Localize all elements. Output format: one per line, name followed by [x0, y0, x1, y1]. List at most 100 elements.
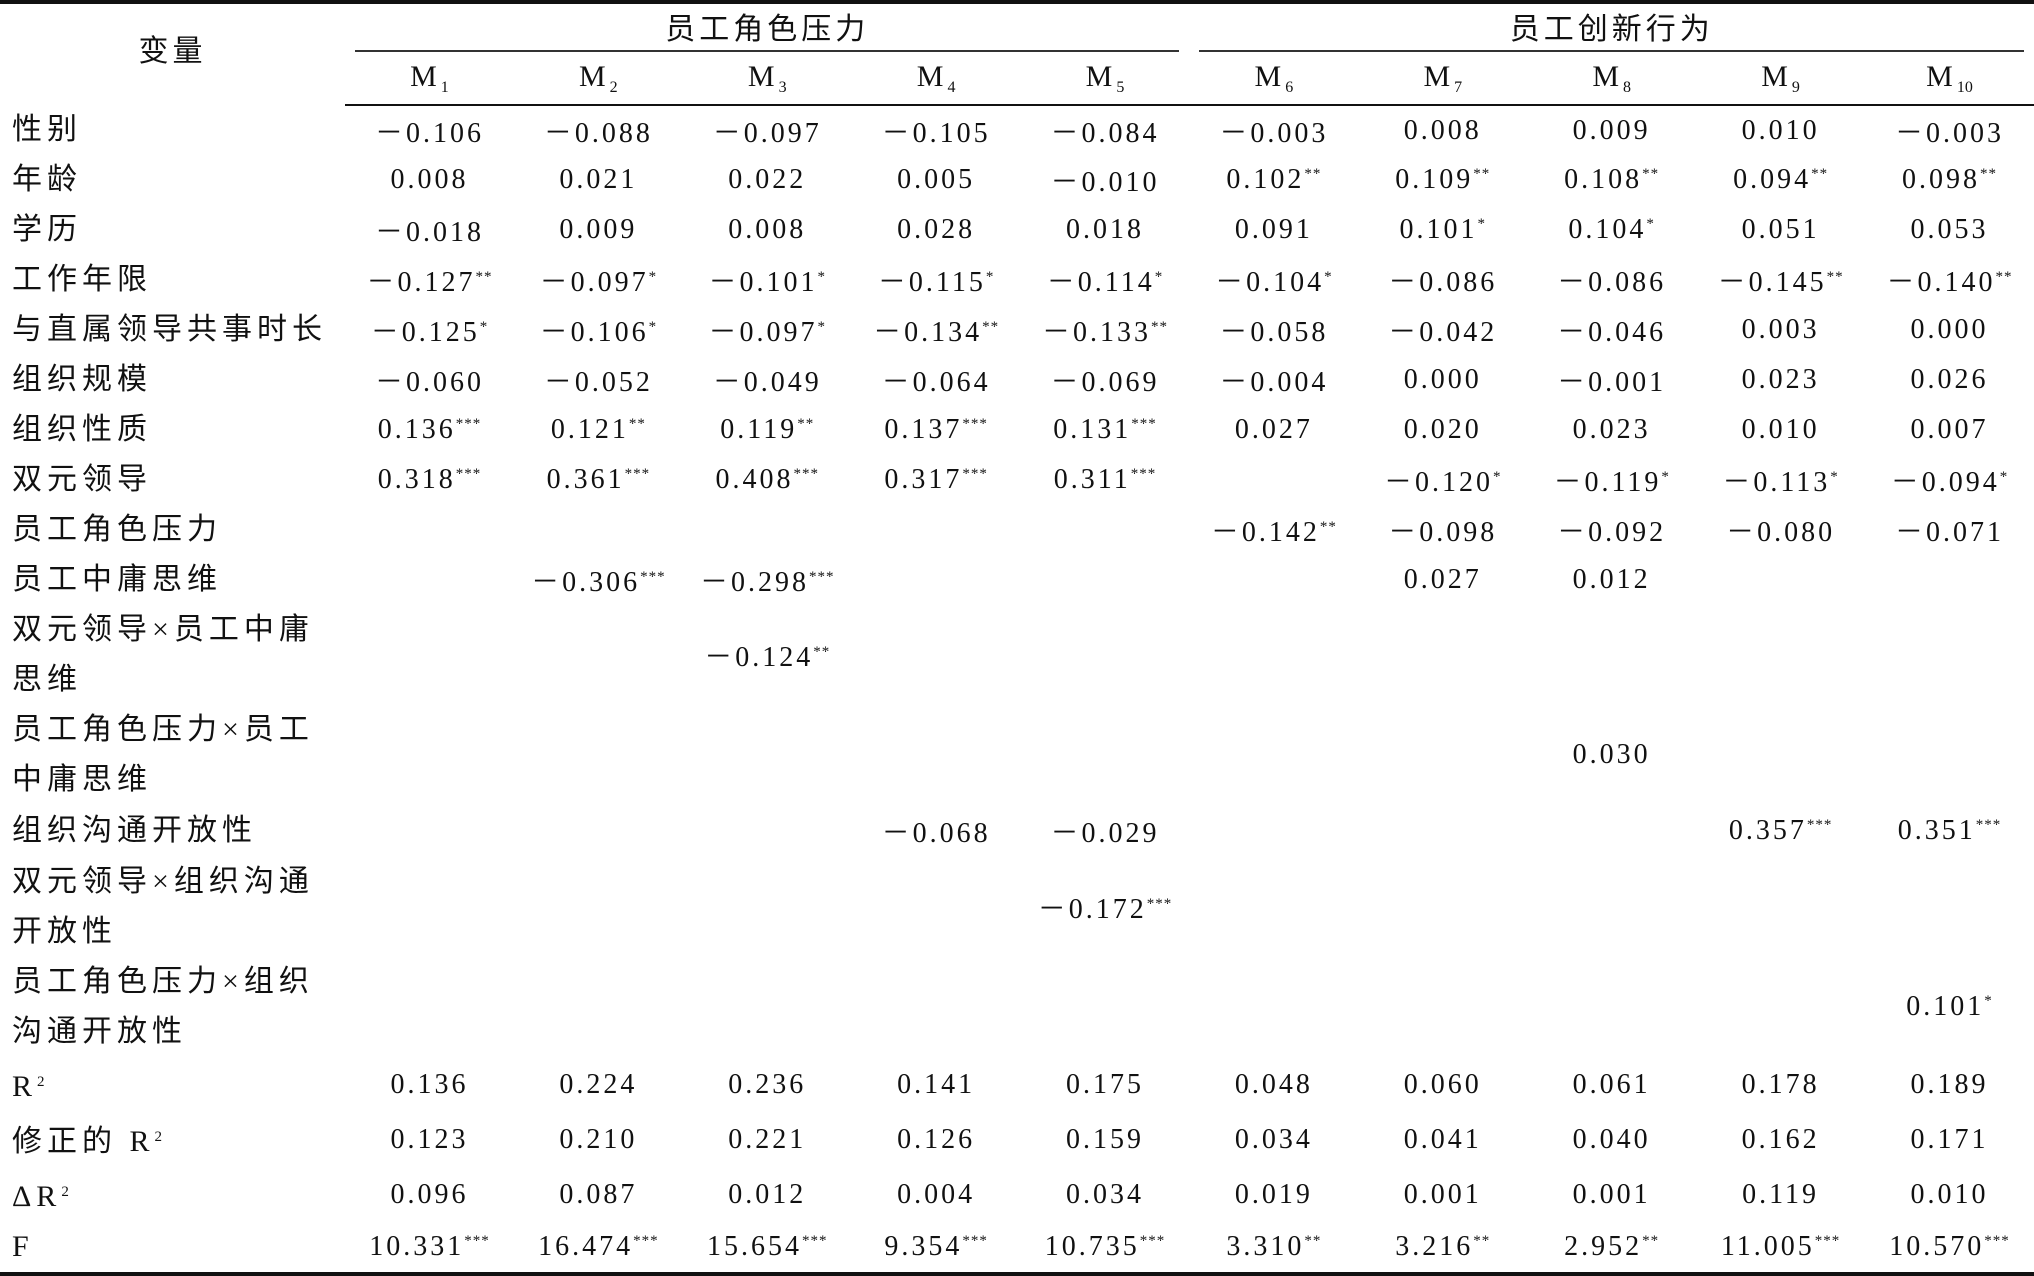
- cell: [1021, 705, 1190, 805]
- cell: 0.357***: [1696, 805, 1865, 857]
- significance: *: [1646, 216, 1655, 232]
- model-name: M: [747, 59, 779, 93]
- cell: 0.221: [728, 1123, 807, 1155]
- significance: **: [1642, 1233, 1660, 1249]
- cell: [1696, 857, 1865, 957]
- group-header: 员工创新行为: [1189, 2, 2034, 52]
- model-name: M: [1254, 59, 1286, 93]
- cell: [1189, 957, 1358, 1057]
- significance: ***: [1806, 817, 1833, 833]
- model-index: 1: [440, 78, 449, 96]
- coefficient: －0.120: [1384, 467, 1494, 498]
- significance: ***: [1146, 896, 1173, 912]
- cell: 0.020: [1403, 414, 1482, 445]
- cell: 0.010: [1741, 114, 1820, 146]
- cell: 0.175: [1066, 1068, 1144, 1100]
- coefficient: 0.136: [377, 414, 456, 445]
- coefficient: 0.098: [1902, 164, 1980, 195]
- significance: *: [1324, 269, 1333, 285]
- cell: 0.008: [728, 214, 807, 245]
- significance: *: [817, 269, 826, 285]
- model-header: M7: [1358, 52, 1528, 106]
- coefficient: 0.102: [1226, 164, 1305, 195]
- cell: 0.131***: [1021, 405, 1190, 455]
- model-index: 3: [778, 78, 787, 96]
- significance: *: [1154, 269, 1164, 285]
- cell: 0.027: [1403, 564, 1482, 595]
- cell: [1865, 857, 2034, 957]
- coefficient: －0.106: [539, 317, 649, 348]
- cell: [683, 705, 852, 805]
- cell: －0.101*: [683, 255, 852, 305]
- cell: [345, 705, 514, 805]
- significance: ***: [962, 1233, 988, 1249]
- cell: 0.012: [728, 1178, 807, 1210]
- cell: [1865, 555, 2034, 605]
- cell: 10.570***: [1865, 1222, 2034, 1274]
- coefficient: －0.115: [877, 267, 986, 298]
- coefficient: －0.172: [1037, 894, 1147, 925]
- significance: *: [985, 269, 995, 285]
- variable-header: 变量: [138, 35, 207, 68]
- model-index: 6: [1285, 78, 1294, 96]
- coefficient: 0.121: [550, 414, 629, 445]
- model-index: 10: [1956, 78, 1973, 96]
- table-row: 修正的 R2 0.123 0.210 0.221 0.126 0.159 0.034 0.04…: [0, 1112, 2034, 1167]
- model-header: M5: [1020, 52, 1190, 106]
- cell: [852, 857, 1021, 957]
- cell: －0.127**: [345, 255, 514, 305]
- cell: －0.106: [374, 117, 484, 149]
- model-name: M: [916, 59, 948, 93]
- cell: 0.098**: [1865, 155, 2034, 205]
- cell: 9.354***: [852, 1222, 1021, 1274]
- cell: －0.106*: [514, 305, 683, 355]
- cell: 0.040: [1572, 1123, 1651, 1155]
- coefficient: －0.094: [1890, 467, 2000, 498]
- coefficient: 10.570: [1889, 1231, 1985, 1262]
- significance: ***: [1814, 1233, 1841, 1249]
- significance: **: [797, 416, 815, 432]
- coefficient: －0.145: [1717, 267, 1827, 298]
- cell: 0.123: [390, 1123, 469, 1155]
- significance: **: [813, 644, 831, 660]
- cell: －0.113*: [1696, 455, 1865, 505]
- cell: [683, 805, 852, 857]
- significance: ***: [1131, 416, 1157, 432]
- coefficient: 0.131: [1053, 414, 1132, 445]
- significance: **: [1642, 166, 1660, 182]
- model-header: M10: [1865, 52, 2034, 106]
- cell: －0.046: [1557, 317, 1667, 348]
- model-name: M: [1085, 59, 1117, 93]
- significance: ***: [1139, 1233, 1166, 1249]
- cell: 0.119: [1742, 1178, 1820, 1210]
- cell: [345, 555, 514, 605]
- significance: *: [1477, 216, 1487, 232]
- row-label: ΔR2: [0, 1167, 345, 1222]
- cell: 0.136: [390, 1068, 469, 1100]
- model-header: M8: [1527, 52, 1697, 106]
- cell: 0.030: [1572, 739, 1651, 770]
- coefficient: 0.351: [1897, 815, 1976, 846]
- coefficient: －0.127: [366, 267, 476, 298]
- cell: 0.008: [1403, 114, 1482, 146]
- cell: [1021, 505, 1190, 555]
- cell: [1358, 857, 1527, 957]
- cell: －0.306***: [514, 555, 683, 605]
- table-row: 年龄 0.008 0.021 0.022 0.005 －0.010 0.102** 0.109…: [0, 155, 2034, 205]
- cell: 0.003: [1741, 314, 1820, 345]
- cell: 0.091: [1234, 214, 1313, 245]
- coefficient: 0.101: [1906, 991, 1985, 1022]
- cell: －0.042: [1388, 317, 1498, 348]
- cell: [852, 505, 1021, 555]
- cell: －0.010: [1050, 167, 1160, 198]
- significance: **: [475, 269, 493, 285]
- cell: 0.007: [1910, 414, 1989, 445]
- model-header: M2: [513, 52, 683, 106]
- model-name: M: [1761, 59, 1792, 93]
- model-index: 8: [1623, 78, 1632, 96]
- cell: －0.094*: [1865, 455, 2034, 505]
- cell: 0.000: [1910, 314, 1989, 345]
- cell: －0.119*: [1527, 455, 1696, 505]
- significance: ***: [962, 466, 988, 482]
- table-row: ΔR2 0.096 0.087 0.012 0.004 0.034 0.019 0.001 0.…: [0, 1167, 2034, 1222]
